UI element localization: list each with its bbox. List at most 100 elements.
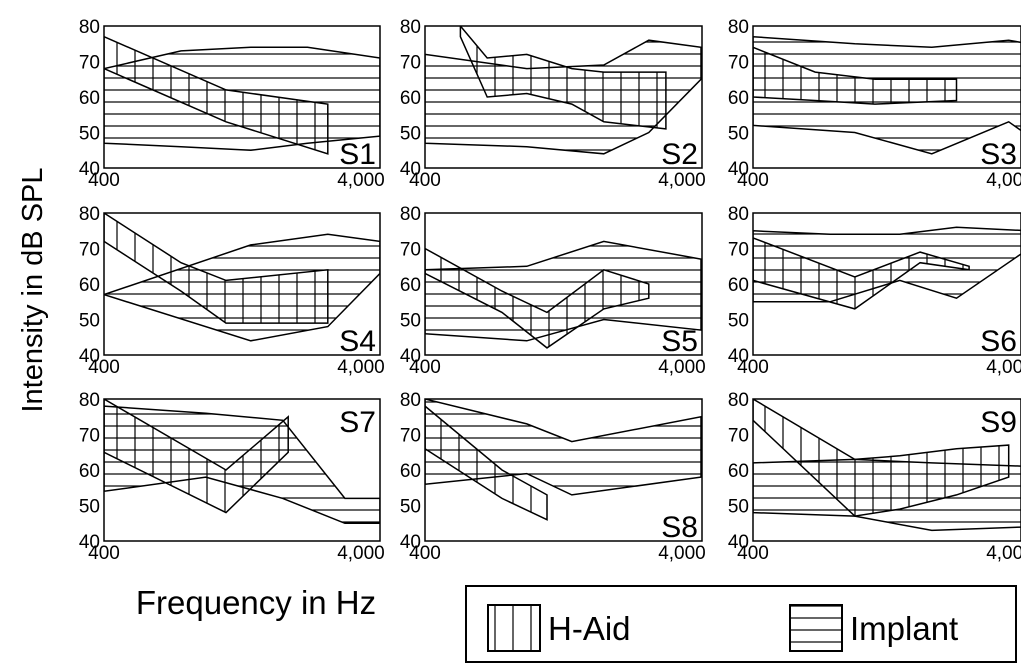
y-tick-label: 60 xyxy=(79,88,100,109)
x-tick-label: 4,000 xyxy=(986,543,1021,564)
y-tick-label: 50 xyxy=(728,497,749,518)
y-tick-label: 70 xyxy=(728,240,749,261)
x-tick-label: 4,000 xyxy=(658,543,706,564)
x-tick-label: 400 xyxy=(88,357,120,378)
subject-label: S3 xyxy=(980,138,1017,171)
y-tick-label: 60 xyxy=(728,275,749,296)
panel-s6: 40 50 60 70 80 400 4,000S6 xyxy=(728,204,1021,378)
y-tick-label: 50 xyxy=(400,124,421,145)
y-tick-label: 80 xyxy=(728,17,749,38)
x-tick-label: 4,000 xyxy=(986,357,1021,378)
y-tick-label: 80 xyxy=(728,390,749,411)
x-tick-label: 4,000 xyxy=(986,170,1021,191)
y-tick-label: 70 xyxy=(728,426,749,447)
y-tick-label: 70 xyxy=(400,426,421,447)
x-tick-label: 4,000 xyxy=(337,170,385,191)
y-tick-label: 50 xyxy=(728,124,749,145)
y-tick-label: 50 xyxy=(79,124,100,145)
y-tick-label: 40 xyxy=(400,159,421,180)
implant-band xyxy=(425,240,702,342)
haid-band xyxy=(104,213,329,324)
subject-label: S6 xyxy=(980,325,1017,358)
panel-s7: 40 50 60 70 80 400 4,000 S7 xyxy=(79,390,385,564)
x-axis-label: Frequency in Hz xyxy=(136,584,376,621)
y-tick-label: 40 xyxy=(728,159,749,180)
x-tick-label: 4,000 xyxy=(658,357,706,378)
legend: H-Aid Implant xyxy=(465,585,1017,663)
y-tick-label: 40 xyxy=(79,346,100,367)
y-tick-label: 70 xyxy=(79,240,100,261)
y-tick-label: 40 xyxy=(400,346,421,367)
y-tick-label: 70 xyxy=(400,53,421,74)
y-tick-label: 70 xyxy=(728,53,749,74)
haid-band xyxy=(104,35,329,155)
x-tick-label: 400 xyxy=(409,357,441,378)
haid-band xyxy=(753,237,970,310)
x-tick-label: 400 xyxy=(88,543,120,564)
y-tick-label: 50 xyxy=(728,311,749,332)
y-tick-label: 70 xyxy=(79,426,100,447)
y-tick-label: 80 xyxy=(79,390,100,411)
y-tick-label: 60 xyxy=(79,461,100,482)
y-tick-label: 40 xyxy=(728,532,749,553)
subject-label: S2 xyxy=(661,138,698,171)
legend-label-implant: Implant xyxy=(850,610,958,647)
legend-item-implant: Implant xyxy=(789,604,958,652)
legend-label-haid: H-Aid xyxy=(548,610,631,647)
y-tick-label: 80 xyxy=(79,204,100,225)
y-tick-label: 50 xyxy=(400,311,421,332)
legend-swatch-implant xyxy=(789,604,843,652)
panel-s9: 40 50 60 70 80 400 4,000 S9 xyxy=(728,390,1021,564)
x-tick-label: 400 xyxy=(409,543,441,564)
y-tick-label: 70 xyxy=(79,53,100,74)
subject-label: S5 xyxy=(661,325,698,358)
haid-band xyxy=(753,46,958,105)
y-tick-label: 40 xyxy=(79,532,100,553)
y-tick-label: 50 xyxy=(79,311,100,332)
haid-band xyxy=(425,405,548,521)
y-tick-label: 60 xyxy=(728,88,749,109)
y-axis-label: Intensity in dB SPL xyxy=(17,167,49,412)
legend-swatch-haid xyxy=(487,604,541,652)
x-tick-label: 4,000 xyxy=(337,357,385,378)
y-tick-label: 40 xyxy=(79,159,100,180)
haid-band xyxy=(753,399,1010,517)
haid-band xyxy=(459,26,667,130)
y-tick-label: 70 xyxy=(400,240,421,261)
subject-label: S4 xyxy=(339,325,376,358)
y-tick-label: 80 xyxy=(79,17,100,38)
y-tick-label: 80 xyxy=(728,204,749,225)
x-tick-label: 4,000 xyxy=(337,543,385,564)
y-tick-label: 60 xyxy=(79,275,100,296)
y-tick-label: 60 xyxy=(400,88,421,109)
y-tick-label: 80 xyxy=(400,204,421,225)
subject-label: S1 xyxy=(339,138,376,171)
x-tick-label: 400 xyxy=(409,170,441,191)
subject-label: S7 xyxy=(339,406,376,439)
legend-box xyxy=(465,585,1017,663)
y-tick-label: 40 xyxy=(728,346,749,367)
subject-label: S9 xyxy=(980,406,1017,439)
x-tick-label: 400 xyxy=(737,357,769,378)
y-tick-label: 80 xyxy=(400,390,421,411)
haid-band xyxy=(425,247,650,349)
y-tick-label: 50 xyxy=(79,497,100,518)
y-tick-label: 80 xyxy=(400,17,421,38)
y-tick-label: 50 xyxy=(400,497,421,518)
x-tick-label: 400 xyxy=(88,170,120,191)
x-tick-label: 4,000 xyxy=(658,170,706,191)
y-tick-label: 60 xyxy=(400,461,421,482)
y-tick-label: 60 xyxy=(728,461,749,482)
y-tick-label: 60 xyxy=(400,275,421,296)
y-tick-label: 40 xyxy=(400,532,421,553)
legend-item-haid: H-Aid xyxy=(487,604,631,652)
x-tick-label: 400 xyxy=(737,170,769,191)
subject-label: S8 xyxy=(661,511,698,544)
